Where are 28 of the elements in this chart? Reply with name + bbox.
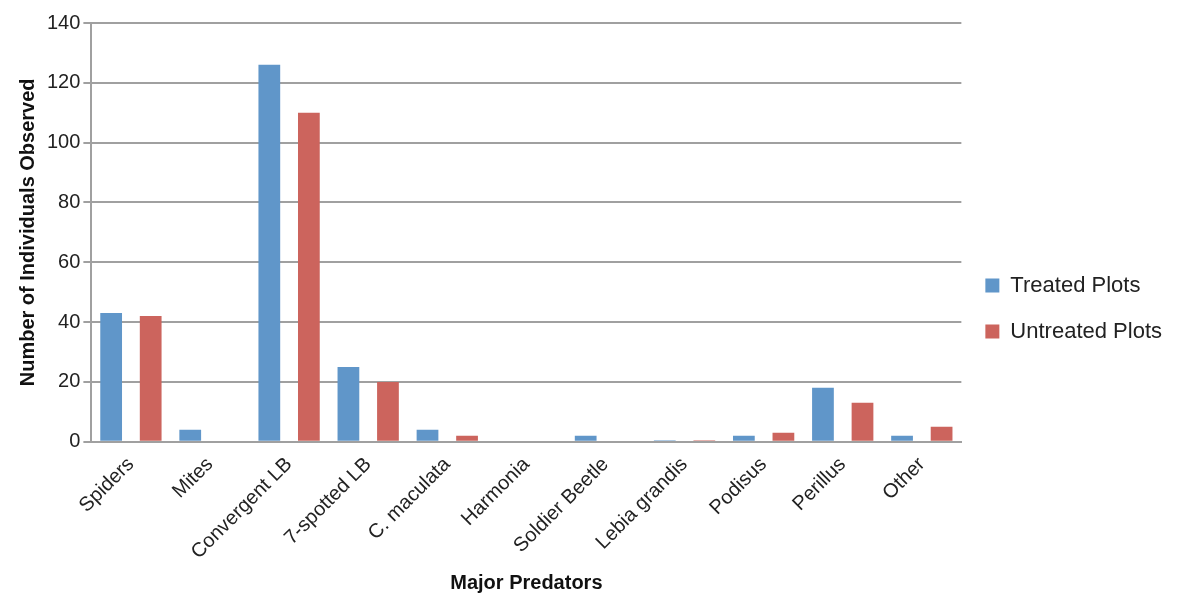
bar	[732, 435, 755, 441]
y-tick-label: 0	[69, 429, 81, 452]
bar	[416, 429, 439, 441]
bar	[930, 426, 953, 441]
legend-label: Treated Plots	[1010, 271, 1141, 297]
y-tick-label: 120	[46, 70, 81, 93]
bar	[377, 381, 399, 441]
bar	[456, 435, 478, 441]
y-tick-label: 40	[58, 309, 81, 332]
bar	[337, 366, 360, 441]
y-tick-label: 20	[58, 369, 81, 392]
bar	[812, 387, 834, 441]
y-tick-label: 80	[58, 189, 81, 212]
bar	[100, 313, 123, 441]
x-axis-title: Major Predators	[450, 570, 603, 593]
bar	[891, 435, 913, 441]
y-tick-label: 100	[46, 130, 81, 153]
bar	[574, 435, 597, 441]
y-tick-label: 60	[58, 249, 81, 272]
legend-label: Untreated Plots	[1010, 317, 1162, 343]
bar	[179, 429, 202, 441]
bar	[139, 316, 162, 441]
bar	[297, 112, 320, 441]
y-tick-label: 140	[46, 10, 81, 33]
y-axis-title: Number of Individuals Observed	[15, 78, 38, 387]
bar	[258, 64, 281, 441]
bar	[772, 432, 795, 441]
bar	[851, 402, 874, 441]
